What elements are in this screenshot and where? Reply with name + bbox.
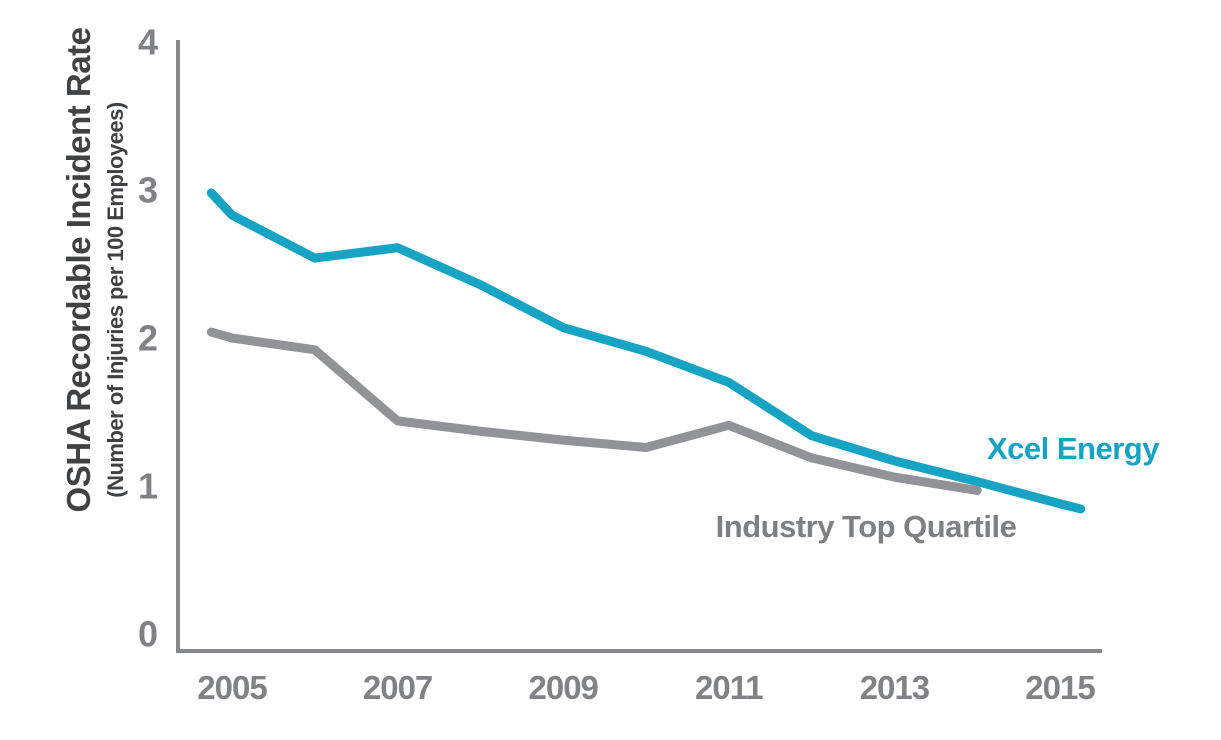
series-line-xcel-energy <box>206 188 1086 514</box>
y-tick-label: 4 <box>138 22 158 63</box>
y-axis-subtitle: (Number of Injuries per 100 Employees) <box>103 102 128 498</box>
axis-lines <box>176 40 1102 653</box>
x-tick-labels: 2005 2007 2009 2011 2013 2015 <box>197 669 1096 706</box>
y-tick-label: 1 <box>138 466 158 507</box>
y-tick-label: 0 <box>138 614 158 655</box>
series-label-industry-top-quartile: Industry Top Quartile <box>716 509 1017 544</box>
y-tick-label: 3 <box>138 170 158 211</box>
y-axis-title: OSHA Recordable Incident Rate <box>60 27 97 512</box>
x-tick-label: 2013 <box>860 669 930 706</box>
y-axis-title-group: OSHA Recordable Incident Rate (Number of… <box>60 27 128 512</box>
series-line-industry-top-quartile <box>206 327 982 495</box>
y-tick-labels: 4 3 2 1 0 <box>138 22 158 655</box>
series-lines <box>206 188 1086 514</box>
y-tick-label: 2 <box>138 318 158 359</box>
x-tick-label: 2015 <box>1025 669 1095 706</box>
x-tick-label: 2007 <box>363 669 432 706</box>
x-tick-label: 2009 <box>528 669 598 706</box>
series-label-xcel-energy: Xcel Energy <box>987 431 1160 466</box>
x-tick-label: 2005 <box>197 669 267 706</box>
x-tick-label: 2011 <box>695 669 763 706</box>
